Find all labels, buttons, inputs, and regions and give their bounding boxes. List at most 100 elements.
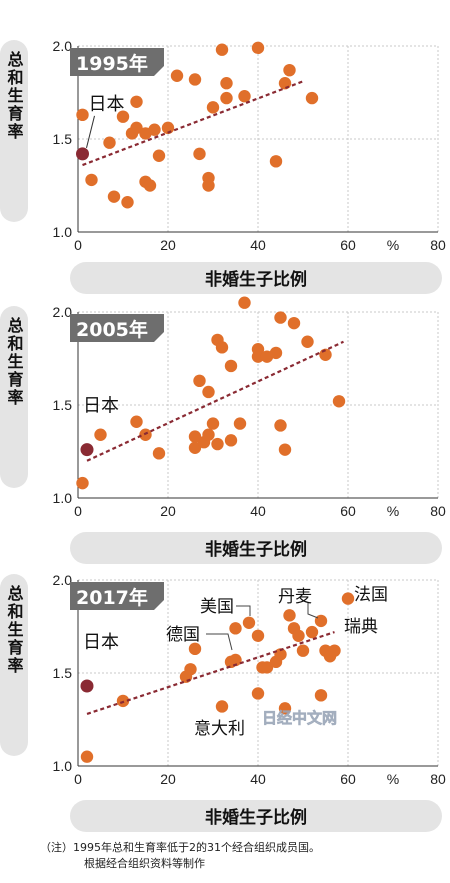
data-point [242, 616, 256, 629]
x-tick-label: 60 [340, 771, 356, 787]
japan-label: 日本 [89, 94, 125, 115]
data-point [130, 95, 143, 109]
data-point [278, 702, 292, 715]
year-badge [70, 314, 164, 342]
ylabel: 总和生育率 [5, 316, 24, 407]
data-point [206, 417, 220, 430]
y-tick-label: 2.0 [53, 38, 73, 54]
data-point [292, 629, 305, 642]
y-tick-label: 1.0 [53, 224, 73, 240]
footnote-line-2: 根据经合组织资料等制作 [84, 857, 205, 870]
xlabel: 非婚生子比例 [205, 539, 307, 560]
data-point [238, 296, 251, 309]
annotation-leader [307, 602, 319, 619]
data-point [152, 447, 166, 460]
data-point [215, 341, 229, 354]
xlabel: 非婚生子比例 [205, 807, 307, 828]
data-point [274, 419, 287, 432]
data-point [94, 428, 107, 441]
data-point [121, 196, 134, 209]
ylabel-pill [0, 40, 28, 222]
ylabel-pill [0, 306, 28, 488]
data-point [301, 335, 314, 348]
data-point [251, 687, 265, 700]
year-title: 2017年 [76, 586, 148, 609]
x-tick-label: 20 [160, 771, 176, 787]
x-tick-label: 80 [430, 503, 446, 519]
data-point [220, 77, 233, 90]
data-point [206, 101, 220, 114]
x-tick-label: 40 [250, 503, 266, 519]
data-point [229, 653, 242, 667]
x-tick-label: 20 [160, 237, 176, 253]
data-point [328, 644, 341, 657]
x-tick-label: 0 [74, 237, 82, 253]
y-tick-label: 1.0 [53, 490, 73, 506]
japan-label: 日本 [83, 632, 119, 653]
data-point [211, 437, 224, 451]
data-point [202, 179, 215, 192]
data-point [269, 346, 283, 360]
data-point [283, 609, 296, 622]
x-unit-label: % [387, 237, 399, 253]
country-label: 瑞典 [344, 617, 378, 637]
country-label: 美国 [200, 597, 234, 617]
data-point [76, 108, 89, 122]
data-point [193, 374, 206, 388]
data-point [130, 121, 143, 135]
data-point [107, 190, 121, 203]
data-point [80, 750, 94, 763]
data-point [76, 476, 89, 490]
data-point [130, 415, 143, 428]
x-tick-label: 60 [340, 503, 356, 519]
ylabel: 总和生育率 [5, 50, 24, 141]
data-point [224, 434, 238, 447]
data-point [305, 91, 319, 105]
data-point [296, 644, 310, 657]
country-label: 法国 [354, 585, 388, 605]
data-point [287, 316, 301, 330]
ylabel: 总和生育率 [5, 584, 24, 675]
japan-label: 日本 [83, 396, 119, 417]
data-point [278, 443, 292, 456]
data-point [251, 343, 265, 356]
y-tick-label: 1.5 [53, 665, 73, 681]
japan-leader [86, 115, 95, 149]
data-point [202, 385, 215, 399]
data-point [233, 417, 247, 430]
data-point [305, 625, 319, 639]
data-point [152, 149, 166, 162]
data-point [269, 155, 283, 168]
y-tick-label: 1.5 [53, 397, 73, 413]
x-tick-label: 40 [250, 237, 266, 253]
trend-line [86, 340, 344, 462]
data-point [274, 648, 287, 661]
x-unit-label: % [387, 503, 399, 519]
year-title: 1995年 [76, 52, 148, 75]
data-point [215, 43, 229, 56]
watermark: 日经中文网 [262, 709, 337, 727]
data-point [188, 73, 202, 86]
data-point [274, 311, 287, 324]
japan-point [80, 443, 94, 457]
x-tick-label: 80 [430, 237, 446, 253]
data-point [229, 622, 242, 635]
data-point [188, 441, 202, 454]
data-point [283, 63, 296, 77]
data-point [184, 663, 197, 676]
data-point [251, 629, 265, 642]
x-tick-label: 40 [250, 771, 266, 787]
footnote: （注）1995年总和生育率低于2的31个经合组织成员国。 根据经合组织资料等制作 [40, 840, 440, 872]
y-tick-label: 2.0 [53, 304, 73, 320]
y-tick-label: 2.0 [53, 572, 73, 588]
trend-line [82, 80, 304, 167]
data-point [224, 359, 238, 373]
japan-point [76, 147, 89, 161]
x-tick-label: 60 [340, 237, 356, 253]
x-tick-label: 20 [160, 503, 176, 519]
data-point [103, 136, 116, 149]
year-badge [70, 48, 164, 76]
